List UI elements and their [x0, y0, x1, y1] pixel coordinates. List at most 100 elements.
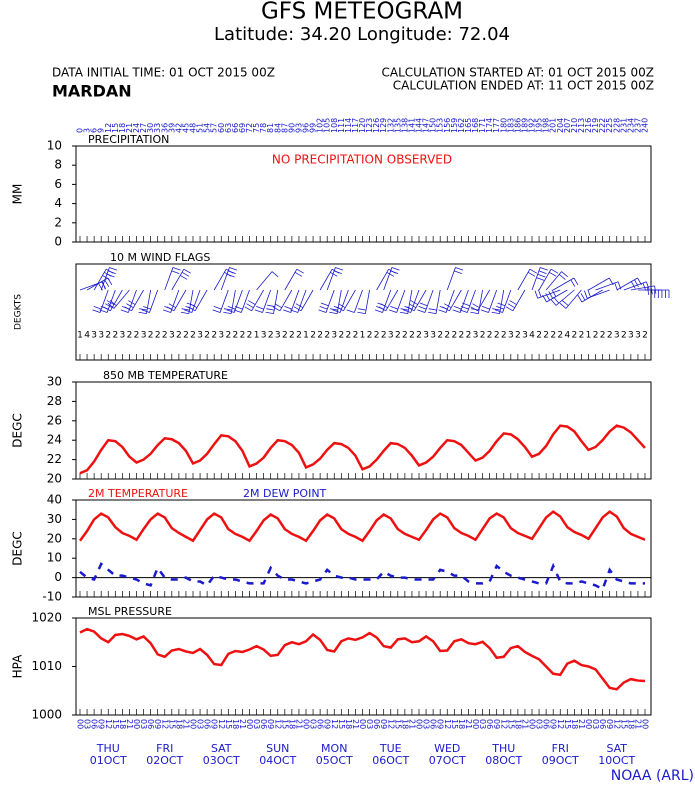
utc-hour-label: 21 [181, 719, 190, 729]
panel-frame [75, 381, 652, 480]
wind-speed-label: 2 [395, 331, 401, 341]
panel-title: 10 M WIND FLAGS [110, 251, 210, 264]
wind-speed-label: 2 [162, 331, 168, 341]
wind-barb [428, 289, 441, 315]
forecast-hour-label: 186 [513, 118, 522, 133]
wind-speed-label: 3 [261, 331, 267, 341]
wind-barb [184, 289, 201, 313]
utc-hour-label: 00 [584, 719, 593, 729]
wind-speed-label: 2 [204, 331, 210, 341]
wind-barb [452, 289, 469, 313]
wind-barb [480, 289, 498, 313]
forecast-hour-label: 30 [146, 123, 155, 133]
utc-hour-label: 00 [528, 719, 537, 729]
wind-speed-label: 3 [430, 331, 436, 341]
wind-speed-label: 2 [381, 331, 387, 341]
utc-hour-label: 12 [443, 719, 452, 729]
wind-barb [552, 277, 579, 291]
utc-hour-label: 09 [210, 719, 219, 729]
utc-hour-label: 12 [160, 719, 169, 729]
wind-speed-label: 2 [402, 331, 408, 341]
utc-hour-label: 09 [266, 719, 275, 729]
wind-speed-label: 2 [515, 331, 521, 341]
y-tick-label: 2 [54, 215, 62, 229]
wind-barb [171, 268, 191, 291]
wind-speed-label: 2 [487, 331, 493, 341]
wind-speed-label: 2 [607, 331, 613, 341]
utc-hour-label: 09 [605, 719, 614, 729]
y-tick-label: 1000 [31, 708, 62, 722]
wind-speed-label: 2 [466, 331, 472, 341]
wind-barb [550, 289, 575, 306]
forecast-hour-label: 78 [259, 123, 268, 133]
forecast-hour-label: 21 [125, 123, 134, 133]
wind-speed-label: 2 [105, 331, 111, 341]
wind-speed-label: 2 [416, 331, 422, 341]
wind-barb [272, 289, 293, 312]
wind-speed-label: 3 [423, 331, 429, 341]
wind-speed-label: 2 [134, 331, 140, 341]
utc-hour-label: 09 [492, 719, 501, 729]
forecast-hour-label: 162 [457, 118, 466, 133]
utc-hour-label: 18 [570, 719, 579, 729]
forecast-hour-label: 0 [76, 128, 85, 133]
panel-title: 850 MB TEMPERATURE [103, 369, 228, 382]
utc-hour-label: 18 [118, 719, 127, 729]
utc-hour-label: 00 [132, 719, 141, 729]
wind-barb [164, 267, 181, 291]
utc-hour-label: 12 [273, 719, 282, 729]
wind-barb [378, 289, 399, 312]
wind-speed-label: 2 [409, 331, 415, 341]
wind-barb [293, 289, 314, 312]
wind-barb [399, 289, 413, 315]
utc-hour-label: 21 [633, 719, 642, 729]
wind-speed-label: 2 [593, 331, 599, 341]
wind-speed-label: 2 [600, 331, 606, 341]
day-name: SAT [211, 742, 232, 755]
series-line [79, 627, 646, 691]
wind-speed-label: 1 [77, 331, 83, 341]
y-tick-label: 1010 [31, 659, 62, 673]
utc-hour-label: 18 [457, 719, 466, 729]
utc-hour-label: 03 [309, 719, 318, 729]
utc-hour-label: 15 [393, 719, 402, 729]
utc-hour-label: 18 [400, 719, 409, 729]
wind-speed-label: 2 [282, 331, 288, 341]
wind-barb [103, 289, 123, 312]
forecast-hour-label: 138 [400, 118, 409, 133]
wind-barb [538, 268, 559, 291]
forecast-hour-label: 231 [619, 118, 628, 133]
wind-barb [637, 289, 663, 298]
forecast-hour-label: 126 [372, 118, 381, 133]
utc-hour-label: 03 [252, 719, 261, 729]
forecast-hour-label: 219 [591, 118, 600, 133]
forecast-hour-label: 174 [485, 118, 494, 133]
wind-barb [220, 267, 238, 291]
forecast-hour-label: 42 [174, 123, 183, 133]
utc-hour-label: 12 [556, 719, 565, 729]
utc-hour-label: 09 [97, 719, 106, 729]
forecast-hour-label: 198 [542, 118, 551, 133]
day-date: 02OCT [146, 754, 183, 767]
forecast-hour-label: 192 [528, 118, 537, 133]
forecast-hour-label: 18 [118, 123, 127, 133]
forecast-hour-label: 3 [83, 128, 92, 133]
wind-barb [166, 289, 187, 312]
wind-barb [494, 289, 512, 313]
calc-ended: CALCULATION ENDED AT: 11 OCT 2015 00Z [393, 79, 654, 93]
utc-hour-label: 21 [294, 719, 303, 729]
utc-hour-label: 15 [280, 719, 289, 729]
title: GFS METEOGRAM [261, 0, 463, 25]
forecast-hour-label: 27 [139, 123, 148, 133]
series-line [78, 510, 646, 543]
wind-speed-label: 2 [572, 331, 578, 341]
wind-speed-label: 3 [197, 331, 203, 341]
utc-hour-label: 15 [563, 719, 572, 729]
forecast-hour-label: 237 [633, 118, 642, 133]
utc-hour-label: 00 [76, 719, 85, 729]
utc-hour-label: 18 [344, 719, 353, 729]
y-tick-label: 1020 [31, 611, 62, 625]
wind-barb [406, 289, 427, 312]
wind-speed-label: 3 [141, 331, 147, 341]
wind-speed-label: 2 [112, 331, 118, 341]
